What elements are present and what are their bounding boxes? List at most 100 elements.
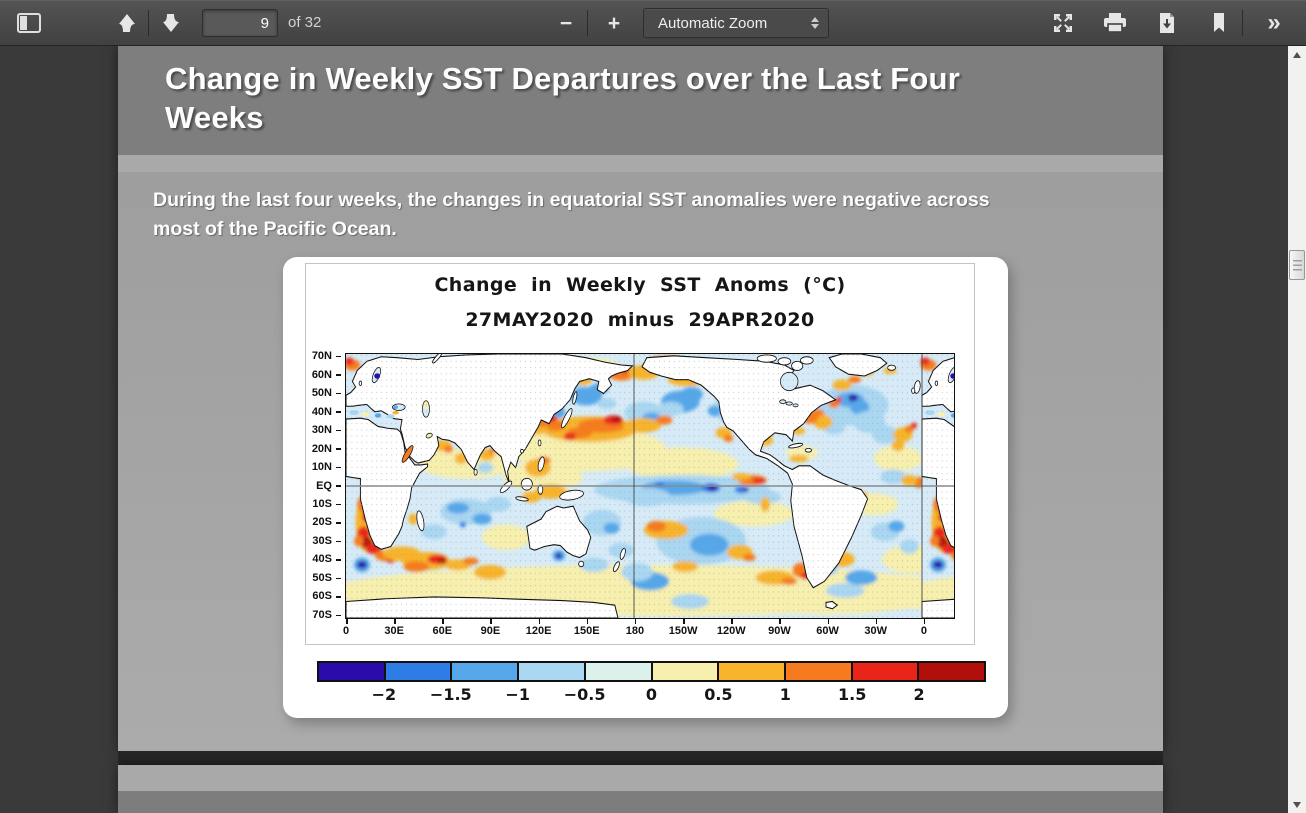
lat-tick-label: 50S [312, 571, 332, 584]
zoom-level-select[interactable]: Automatic Zoom [643, 8, 829, 38]
page-number-input[interactable] [202, 9, 278, 37]
sst-anomaly-map [345, 353, 955, 619]
lat-tick [336, 392, 341, 395]
colorbar-segment [719, 663, 786, 680]
colorbar-tick-label: −0.5 [563, 685, 606, 704]
scroll-down-button[interactable] [1288, 796, 1306, 813]
colorbar-segment [452, 663, 520, 680]
pdf-toolbar: of 32 − + Automatic Zoom [0, 0, 1306, 46]
lon-tick-label: 90E [480, 625, 501, 637]
slide-title-line-2: Weeks [165, 100, 264, 135]
more-tools-button[interactable]: » [1254, 7, 1294, 39]
next-slide-title-band [118, 791, 1163, 813]
zoom-out-button[interactable]: − [549, 7, 583, 39]
lat-tick-label: EQ [316, 479, 332, 492]
lat-tick-label: 60S [312, 590, 332, 603]
figure-subtitle: 27MAY2020 minus 29APR2020 [465, 309, 815, 331]
colorbar-tick-label: 1.5 [838, 685, 867, 704]
sidebar-toggle-button[interactable] [12, 7, 46, 39]
colorbar-segment [919, 663, 985, 680]
lon-tick [779, 619, 781, 624]
lon-tick [490, 619, 492, 624]
colorbar-tick-label: −2 [371, 685, 397, 704]
page-gap [118, 751, 1163, 765]
lon-tick [827, 619, 830, 624]
lon-tick [731, 619, 733, 624]
lon-tick-label: 0 [920, 625, 927, 637]
lat-tick [336, 596, 341, 598]
colorbar-tick-label: 1 [779, 685, 791, 704]
page-down-icon [163, 14, 179, 32]
colorbar-segment [385, 663, 453, 680]
lat-tick-label: 30S [312, 534, 332, 547]
lon-tick [634, 619, 637, 624]
colorbar-tick-label: −1 [505, 685, 530, 704]
toolbar-separator [1242, 10, 1243, 36]
colorbar-segment [319, 663, 386, 680]
latitude-axis: 70N 60N 50N 40N 30N 20N 10N EQ 10S 20S 30S 40S 50S 60… [283, 350, 341, 621]
previous-page-button[interactable] [110, 7, 144, 39]
presentation-mode-button[interactable] [1046, 7, 1080, 39]
next-page-button[interactable] [154, 7, 188, 39]
lon-tick-label: 60E [432, 625, 453, 637]
lat-tick [336, 485, 341, 487]
colorbar-segment [652, 663, 720, 680]
lat-tick-label: 20S [312, 516, 332, 529]
lat-tick [336, 429, 341, 432]
slide-divider-strip [118, 155, 1163, 172]
lon-tick [346, 619, 348, 624]
lat-tick-label: 30N [311, 424, 332, 437]
slide-body-line-1: During the last four weeks, the changes … [153, 189, 990, 211]
vertical-scrollbar[interactable] [1288, 46, 1306, 813]
lon-tick [875, 619, 878, 624]
pdf-page-9: Change in Weekly SST Departures over the… [118, 46, 1163, 751]
lat-tick-label: 10S [312, 497, 332, 510]
download-button[interactable] [1150, 7, 1184, 39]
lat-tick [336, 448, 341, 450]
lat-tick-label: 70S [312, 608, 332, 621]
colorbar-segment [585, 663, 653, 680]
chevron-up-down-icon [811, 17, 819, 29]
lon-tick-label: 30W [864, 625, 888, 637]
bookmark-button[interactable] [1202, 7, 1236, 39]
lon-tick [394, 619, 396, 624]
lat-tick [336, 466, 341, 469]
lat-tick-label: 50N [311, 387, 332, 400]
colorbar-tick-label: 0.5 [704, 685, 733, 704]
lon-tick-label: 150W [668, 625, 698, 637]
print-button[interactable] [1098, 7, 1132, 39]
toolbar-separator [587, 10, 588, 36]
pdf-viewer-area[interactable]: Change in Weekly SST Departures over the… [0, 46, 1288, 813]
longitude-axis: 0 30E 60E 90E 120E 150E 180 150W 120W 90W 60W 30W 0 [343, 619, 957, 643]
lat-tick [336, 577, 341, 580]
page-up-icon [119, 14, 135, 32]
lat-tick [336, 559, 341, 561]
chevrons-right-icon: » [1267, 9, 1281, 36]
printer-icon [1104, 13, 1126, 33]
plus-icon: + [607, 11, 621, 35]
lon-tick-label: 90W [768, 625, 791, 637]
scrollbar-grip-icon [1292, 259, 1302, 271]
lon-tick-label: 180 [625, 625, 645, 637]
lat-tick-label: 40S [312, 553, 332, 566]
slide-body-line-2: most of the Pacific Ocean. [153, 218, 397, 240]
zoom-level-value: Automatic Zoom [658, 14, 768, 32]
lon-tick [538, 619, 541, 624]
scrollbar-thumb[interactable] [1289, 250, 1305, 280]
lat-tick-label: 40N [311, 405, 332, 418]
lon-tick [586, 619, 589, 624]
lat-tick-label: 20N [311, 442, 332, 455]
zoom-in-button[interactable]: + [597, 7, 631, 39]
lon-tick-label: 120E [525, 625, 552, 637]
lat-tick [336, 614, 341, 617]
pdf-page-10-partial [118, 765, 1163, 813]
figure-title: Change in Weekly SST Anoms (°C) [434, 274, 846, 296]
scroll-up-button[interactable] [1288, 46, 1306, 63]
lon-tick [442, 619, 444, 624]
lon-tick-label: 120W [716, 625, 746, 637]
lat-tick-label: 70N [311, 350, 332, 363]
figure-frame [305, 263, 975, 645]
download-icon [1160, 13, 1174, 33]
colorbar-tick-label: 0 [645, 685, 658, 704]
lat-tick [336, 503, 341, 506]
